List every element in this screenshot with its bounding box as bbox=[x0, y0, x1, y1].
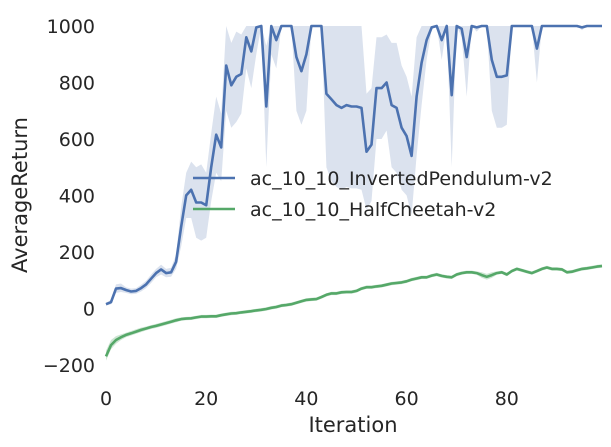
x-tick-label: 40 bbox=[294, 388, 318, 410]
confidence-bands bbox=[106, 26, 602, 361]
y-tick-label: 600 bbox=[59, 129, 95, 151]
x-axis-ticks: 0 20 40 60 80 bbox=[100, 388, 519, 410]
y-tick-label: 800 bbox=[59, 72, 95, 94]
band-half-cheetah bbox=[106, 264, 602, 361]
y-axis-label: AverageReturn bbox=[8, 117, 32, 273]
x-axis-label: Iteration bbox=[308, 413, 397, 437]
x-tick-label: 80 bbox=[495, 388, 519, 410]
y-tick-label: −200 bbox=[43, 355, 95, 377]
legend-label-half-cheetah: ac_10_10_HalfCheetah-v2 bbox=[250, 199, 496, 221]
band-inverted-pendulum bbox=[106, 26, 602, 306]
y-tick-label: 0 bbox=[83, 298, 95, 320]
y-tick-label: 200 bbox=[59, 242, 95, 264]
series-line-half-cheetah bbox=[104, 264, 603, 357]
y-axis-ticks: −200 0 200 400 600 800 1000 bbox=[43, 16, 95, 377]
x-tick-label: 0 bbox=[100, 388, 112, 410]
series-line-inverted-pendulum bbox=[105, 24, 602, 306]
legend-label-inverted-pendulum: ac_10_10_InvertedPendulum-v2 bbox=[250, 168, 553, 190]
y-tick-label: 1000 bbox=[47, 16, 95, 38]
x-tick-label: 60 bbox=[395, 388, 419, 410]
legend: ac_10_10_InvertedPendulum-v2 ac_10_10_Ha… bbox=[193, 168, 553, 221]
x-tick-label: 20 bbox=[194, 388, 218, 410]
y-tick-label: 400 bbox=[59, 185, 95, 207]
series-lines bbox=[104, 24, 603, 357]
